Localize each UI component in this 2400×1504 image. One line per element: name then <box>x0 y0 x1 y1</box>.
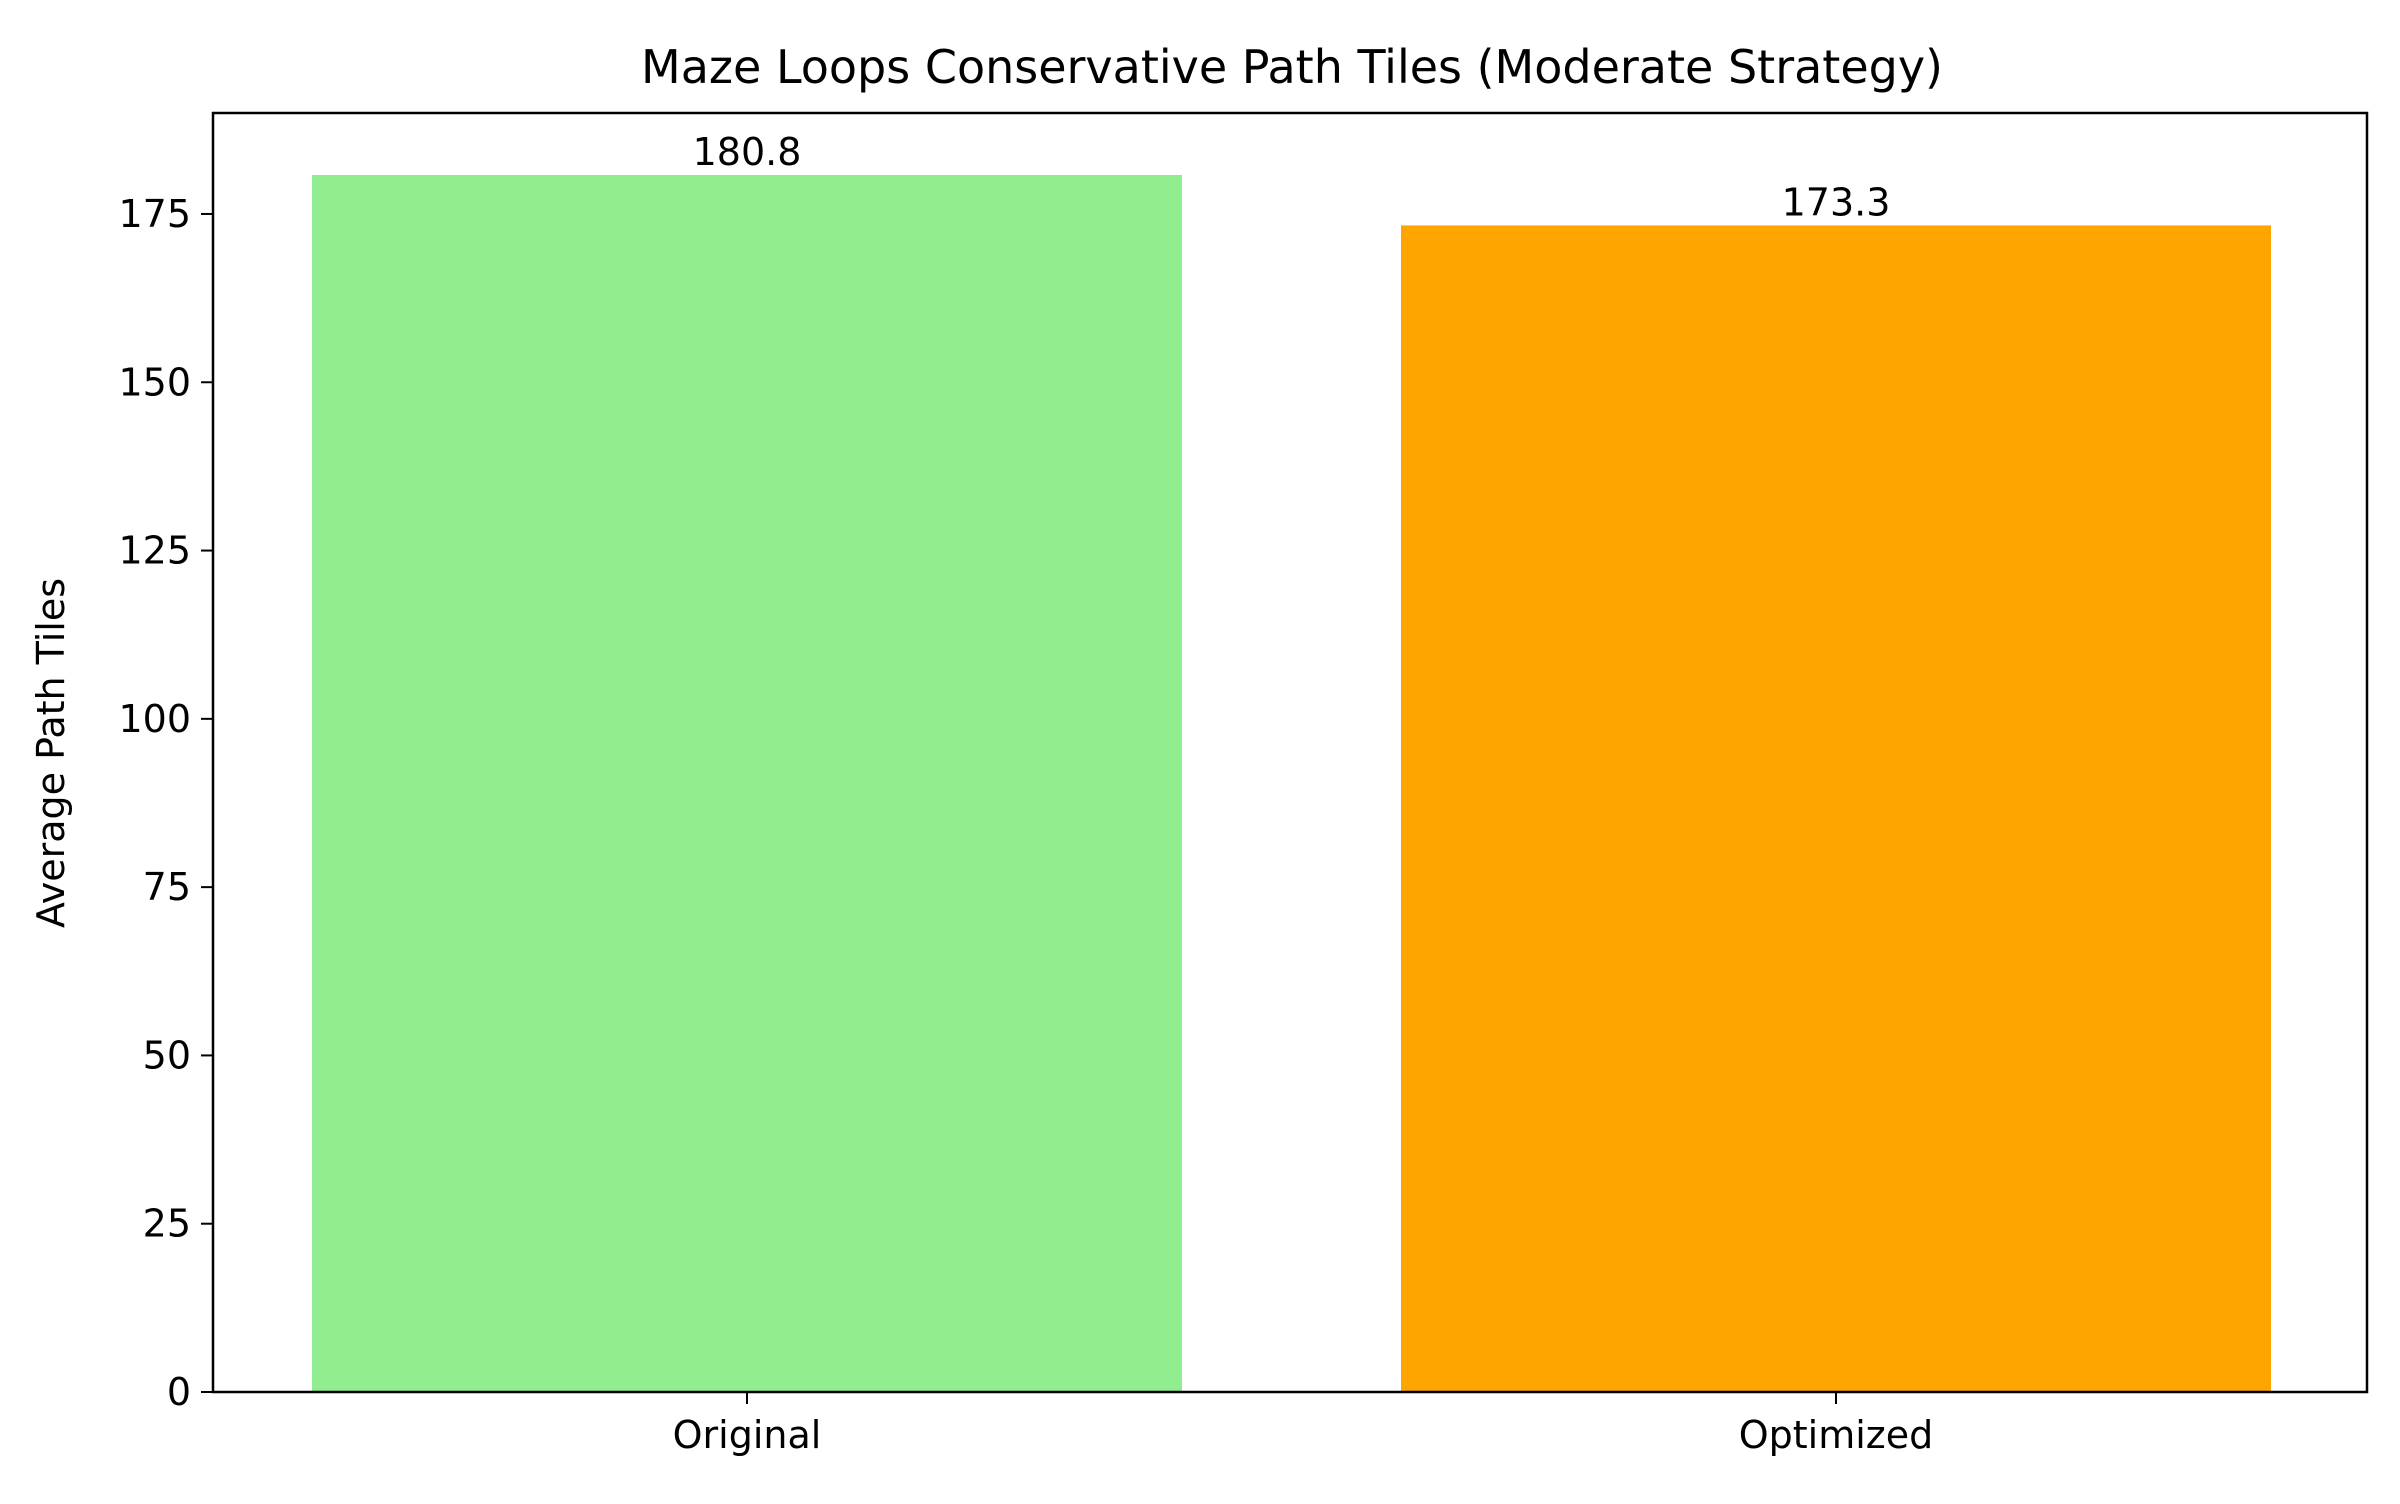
x-tick-label-optimized: Optimized <box>1739 1413 1934 1457</box>
y-tick-label: 50 <box>143 1033 191 1077</box>
y-tick-label: 75 <box>143 865 191 909</box>
x-tick-label-original: Original <box>673 1413 822 1457</box>
y-tick-label: 175 <box>118 192 191 236</box>
y-tick-label: 150 <box>118 360 191 404</box>
y-tick-label: 25 <box>143 1202 191 1246</box>
y-axis-label: Average Path Tiles <box>29 578 73 928</box>
y-tick-label: 0 <box>167 1370 191 1414</box>
bars-layer <box>312 174 2271 1393</box>
y-axis-ticks: 0 25 50 75 100 125 150 175 <box>118 192 213 1414</box>
y-tick-label: 125 <box>118 529 191 573</box>
bar-optimized <box>1401 225 2271 1393</box>
bar-original <box>312 174 1182 1392</box>
y-tick-label: 100 <box>118 697 191 741</box>
value-labels-layer: 180.8 173.3 <box>693 130 1891 224</box>
plot-frame <box>211 111 2369 1394</box>
x-axis-ticks: Original Optimized <box>673 1392 1934 1457</box>
chart-title: Maze Loops Conservative Path Tiles (Mode… <box>641 40 1943 94</box>
value-label-optimized: 173.3 <box>1782 180 1891 224</box>
value-label-original: 180.8 <box>693 130 802 174</box>
